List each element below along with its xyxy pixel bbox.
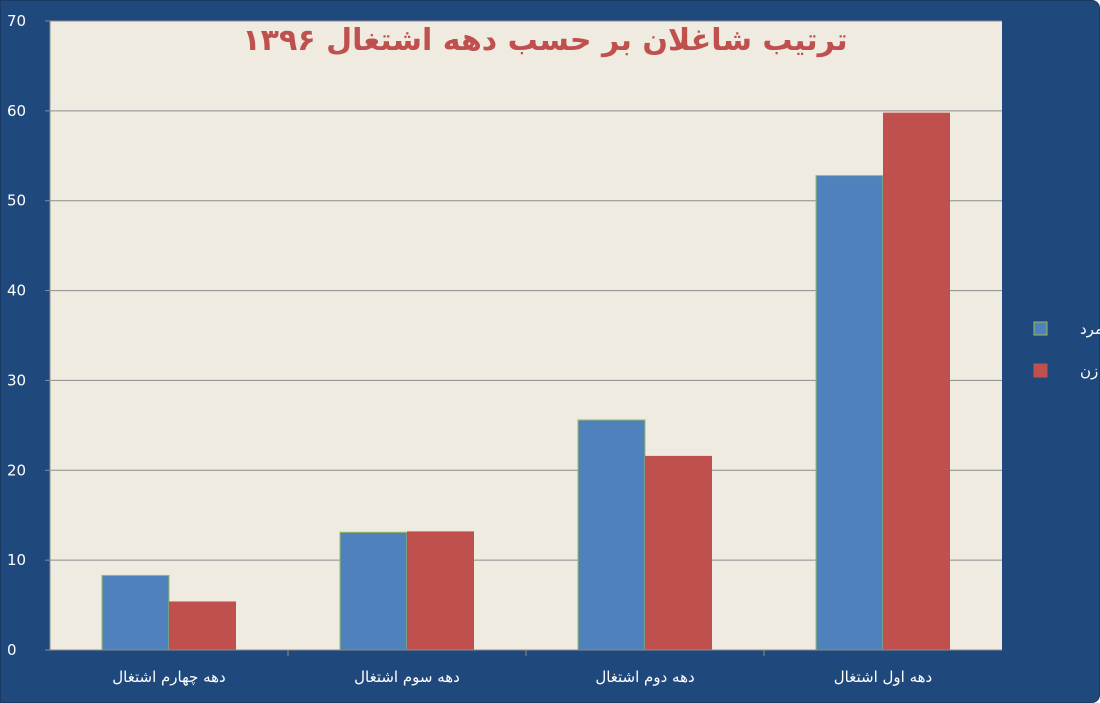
legend-swatch bbox=[1033, 321, 1048, 336]
y-tick-label: 60 bbox=[7, 102, 26, 120]
bar-series2 bbox=[169, 601, 236, 650]
bar-series2 bbox=[407, 531, 474, 650]
legend-label: مرد bbox=[1080, 320, 1100, 338]
y-axis-ticks: 0 10 20 30 40 50 60 70 bbox=[7, 12, 50, 659]
x-axis-labels: دهه چهارم اشتغال دهه سوم اشتغال دهه دوم اش… bbox=[112, 668, 932, 686]
axes bbox=[49, 21, 1002, 656]
bar-series1 bbox=[339, 531, 408, 651]
y-tick-label: 0 bbox=[7, 641, 17, 659]
bar-series1 bbox=[577, 419, 646, 651]
bar-series2 bbox=[883, 112, 950, 650]
x-tick-label: دهه سوم اشتغال bbox=[354, 668, 460, 686]
x-tick-label: دهه اول اشتغال bbox=[834, 668, 932, 686]
bar-series1 bbox=[815, 175, 884, 651]
y-tick-label: 10 bbox=[7, 551, 26, 569]
y-tick-label: 20 bbox=[7, 461, 26, 479]
y-tick-label: 30 bbox=[7, 371, 26, 389]
legend: مرد زن bbox=[1033, 320, 1100, 380]
legend-swatch bbox=[1033, 363, 1048, 378]
x-tick-label: دهه دوم اشتغال bbox=[595, 668, 694, 686]
y-tick-label: 70 bbox=[7, 12, 26, 30]
bars bbox=[101, 112, 950, 651]
bar-series2 bbox=[645, 455, 712, 650]
y-tick-label: 40 bbox=[7, 282, 26, 300]
y-tick-label: 50 bbox=[7, 192, 26, 210]
legend-label: زن bbox=[1080, 362, 1098, 380]
x-tick-label: دهه چهارم اشتغال bbox=[112, 668, 225, 686]
chart-title: ترتیب شاغلان بر حسب دهه اشتغال ۱۳۹۶ bbox=[242, 23, 847, 58]
bar-series1 bbox=[101, 574, 170, 651]
